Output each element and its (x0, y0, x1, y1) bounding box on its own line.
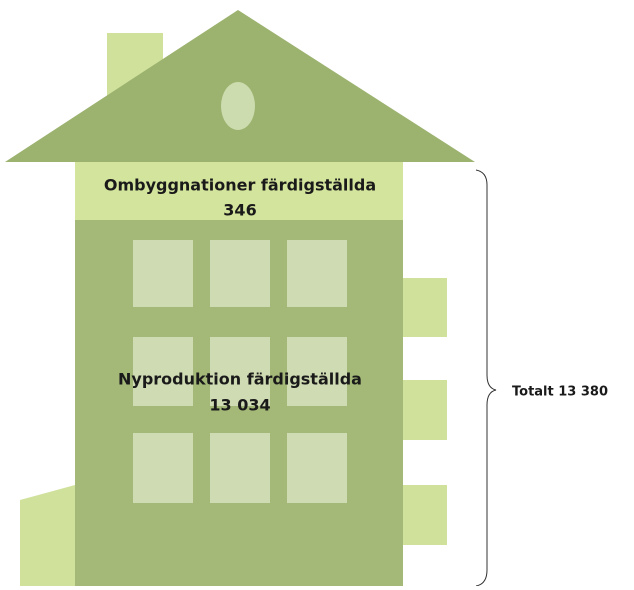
window (287, 433, 347, 503)
brace (476, 170, 496, 586)
top-value: 346 (223, 201, 256, 220)
house-infographic: Ombyggnationer färdigställda 346 Nyprodu… (0, 0, 634, 586)
window (210, 433, 270, 503)
side-block (403, 485, 447, 545)
window (210, 240, 270, 307)
window (133, 433, 193, 503)
total: Totalt 13 380 (512, 385, 608, 400)
side-block (403, 278, 447, 337)
window (287, 240, 347, 307)
top-label: Ombyggnationer färdigställda (104, 176, 376, 195)
roof-window (221, 82, 255, 130)
main-value: 13 034 (209, 396, 270, 415)
side-block (403, 380, 447, 440)
main-label: Nyproduktion färdigställda (118, 370, 362, 389)
left-annex (20, 485, 75, 586)
window (133, 240, 193, 307)
